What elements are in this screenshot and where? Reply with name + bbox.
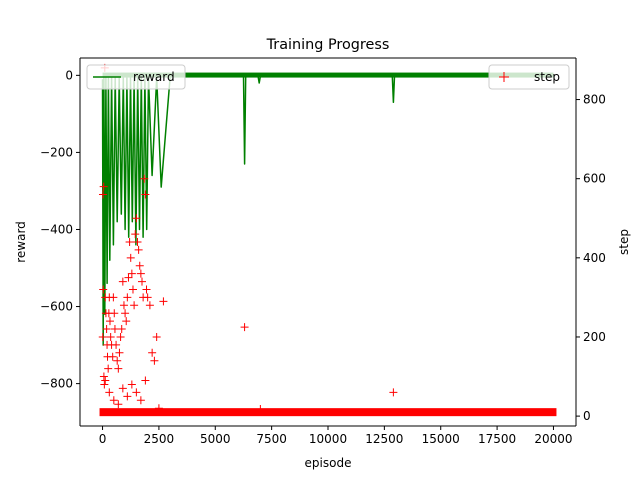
series-step-point — [138, 277, 146, 286]
series-step-point — [256, 404, 265, 413]
series-step-point — [118, 384, 127, 393]
series-step-point — [110, 325, 119, 334]
legend-step: step — [488, 64, 570, 90]
series-step-point — [136, 269, 145, 278]
series-step-point — [123, 392, 132, 401]
series-step-point — [105, 317, 114, 326]
series-step-point — [127, 269, 136, 278]
series-step-point — [105, 388, 114, 397]
legend-reward-box — [86, 64, 186, 90]
series-step-point — [128, 285, 137, 294]
series-step-point — [389, 388, 398, 397]
x-tick-label: 20000 — [534, 432, 572, 446]
series-step-point — [240, 323, 249, 332]
series-step-point — [127, 380, 136, 389]
series-step-point — [106, 332, 115, 341]
series-step-point — [150, 356, 159, 365]
x-tick-label: 15000 — [422, 432, 460, 446]
series-step-point — [134, 245, 143, 254]
y-left-tick-label: −800 — [40, 377, 73, 391]
legend-step-marker — [499, 72, 509, 82]
series-step-point — [109, 293, 118, 302]
series-step-point — [110, 309, 119, 318]
series-step-point — [141, 376, 150, 385]
series-step-point — [119, 301, 128, 310]
series-step-point — [131, 230, 140, 239]
series-step-point — [98, 190, 107, 199]
series-step-point — [125, 238, 134, 246]
series-step-point — [100, 380, 109, 389]
y-left-tick-label: −200 — [40, 145, 73, 159]
series-reward-band — [102, 72, 554, 78]
series-step-point — [132, 388, 141, 397]
series-step-point — [108, 352, 117, 361]
y-left-tick-label: 0 — [65, 68, 73, 82]
legend-reward-label: reward — [133, 70, 175, 84]
y-right-tick-label: 800 — [583, 93, 606, 107]
series-step-point — [118, 277, 127, 286]
series-step-point — [114, 400, 123, 409]
y-left-tick-label: −600 — [40, 300, 73, 314]
x-tick-label: 12500 — [365, 432, 403, 446]
y-left-tick-label: −400 — [40, 222, 73, 236]
series-step-point — [114, 364, 123, 373]
series-step-point — [136, 396, 145, 405]
series-step-point — [117, 325, 126, 334]
series-step-point — [115, 348, 124, 357]
x-tick-label: 5000 — [200, 432, 231, 446]
series-step-point — [143, 293, 152, 302]
series-step-point — [99, 182, 108, 191]
series-step-point — [122, 317, 131, 326]
series-step-point — [133, 238, 142, 246]
series-step-point — [99, 285, 108, 294]
x-tick-label: 2500 — [144, 432, 175, 446]
x-tick-label: 10000 — [309, 432, 347, 446]
legend-reward: reward — [86, 64, 186, 90]
series-step-point — [130, 301, 139, 310]
series-step-point — [141, 190, 150, 199]
series-step-point — [104, 364, 113, 373]
y-right-tick-label: 400 — [583, 251, 606, 265]
series-step-point — [132, 214, 141, 223]
series-step-point — [113, 356, 122, 365]
series-step-point — [159, 297, 168, 306]
series-step-point — [135, 261, 144, 270]
legend-step-label: step — [534, 70, 560, 84]
series-step-point — [98, 332, 107, 341]
series-step-point — [152, 332, 161, 341]
ticks-layer: 0 2500 5000 7500 10000 12500 15000 17500 20000 0 −… — [40, 68, 606, 446]
series-step-point — [145, 301, 154, 310]
series-step-point — [154, 404, 163, 413]
x-tick-label: 17500 — [478, 432, 516, 446]
x-tick-label: 7500 — [256, 432, 287, 446]
x-tick-label: 0 — [99, 432, 107, 446]
series-step-point — [140, 174, 149, 183]
y-right-tick-label: 200 — [583, 330, 606, 344]
y-axis-left-label: reward — [14, 221, 28, 263]
y-right-tick-label: 600 — [583, 172, 606, 186]
y-axis-right-label: step — [617, 229, 631, 255]
step-baseline-band — [99, 408, 557, 417]
y-right-tick-label: 0 — [583, 409, 591, 423]
series-step-point — [142, 285, 151, 294]
series-step-point — [121, 309, 130, 318]
chart-title: Training Progress — [266, 37, 390, 53]
series-step-point — [99, 372, 108, 381]
series-step-point — [109, 396, 118, 405]
series-step-point — [116, 332, 125, 341]
series-step-point — [126, 253, 135, 262]
legend-step-box — [488, 64, 570, 90]
plot-area — [80, 58, 576, 426]
series-step-point — [123, 293, 132, 302]
series-step-point — [148, 348, 157, 357]
series-step-point — [102, 325, 111, 334]
series-step-point — [112, 340, 121, 349]
series-step-point — [101, 376, 110, 385]
series-layer — [98, 63, 557, 417]
x-axis-label: episode — [305, 456, 352, 470]
series-step-point — [124, 273, 133, 282]
